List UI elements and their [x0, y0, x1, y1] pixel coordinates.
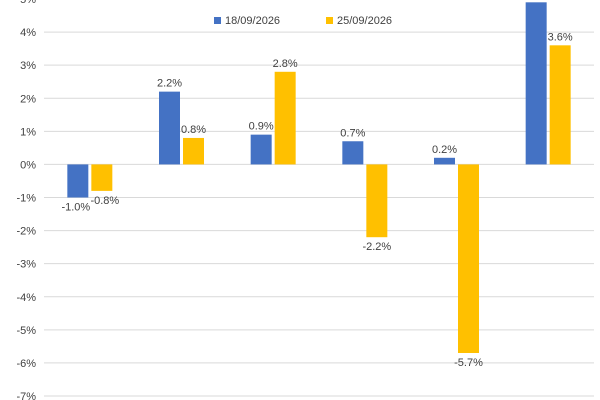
data-label: 0.2% [432, 144, 457, 156]
bar-series2 [549, 45, 571, 165]
data-label: -0.8% [90, 195, 119, 207]
gridlines [44, 31, 594, 397]
bar-series1 [159, 91, 180, 165]
data-label: 3.6% [548, 31, 573, 43]
y-tick-label: -6% [16, 358, 36, 370]
legend: 18/09/2026 25/09/2026 [214, 15, 392, 27]
y-tick-label: -5% [16, 325, 36, 337]
legend-label: 25/09/2026 [337, 15, 392, 27]
data-label: 0.9% [249, 121, 274, 133]
y-tick-label: -7% [16, 391, 36, 400]
bar-series1 [342, 141, 364, 165]
bar-series2 [366, 164, 388, 238]
y-tick-label: 1% [20, 126, 36, 138]
legend-swatch [326, 17, 333, 24]
y-tick-label: -2% [16, 226, 36, 238]
y-tick-label: -4% [16, 292, 36, 304]
data-label: -1.0% [61, 202, 90, 214]
y-tick-label: -3% [16, 259, 36, 271]
data-label: 0.8% [181, 124, 206, 136]
bar-series2 [274, 71, 296, 165]
data-label: 2.2% [157, 78, 182, 90]
legend-label: 18/09/2026 [225, 15, 280, 27]
bar-series1 [250, 134, 272, 165]
y-tick-label: 0% [20, 159, 36, 171]
bar-series2 [458, 164, 479, 353]
data-label: -5.7% [454, 357, 483, 369]
y-tick-label: -1% [16, 193, 36, 205]
bar-series1 [434, 157, 455, 165]
y-tick-label: 4% [20, 27, 36, 39]
data-label: 0.7% [340, 127, 365, 139]
bar-series1 [525, 2, 547, 165]
y-tick-label: 3% [20, 60, 36, 72]
y-tick-label: 5% [20, 0, 36, 6]
y-tick-label: 2% [20, 93, 36, 105]
data-label: 2.8% [273, 58, 298, 70]
bar-series2 [183, 137, 204, 165]
data-labels: -1.0%2.2%0.9%0.7%0.2%4.9%-0.8%0.8%2.8%-2… [61, 0, 572, 369]
bar-series2 [91, 164, 113, 191]
y-axis: -7% -6% -5% -4% -3% -2% -1% 0% 1% 2% 3% 4% 5% [16, 0, 36, 400]
bar-series [67, 2, 571, 353]
bar-series1 [67, 164, 89, 198]
data-label: -2.2% [362, 241, 391, 253]
legend-swatch [214, 17, 221, 24]
